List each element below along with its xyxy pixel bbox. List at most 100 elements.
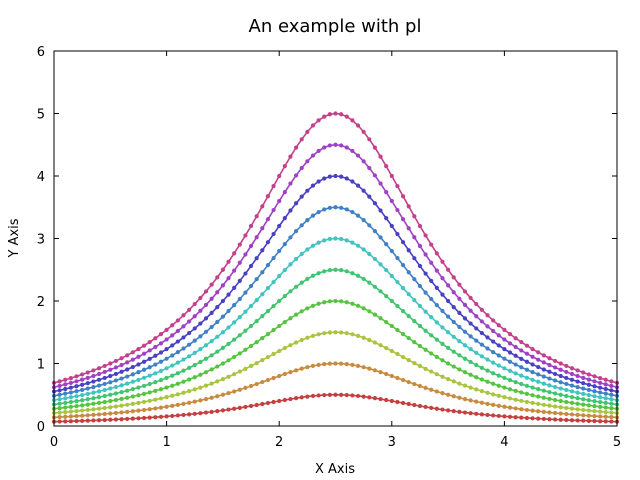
series-point — [136, 400, 141, 406]
series-point — [147, 356, 152, 361]
series-point — [198, 385, 203, 390]
series-point — [91, 412, 96, 417]
y-axis-label: Y Axis — [7, 218, 22, 258]
series-point — [384, 371, 389, 377]
series-point — [558, 386, 563, 391]
series-point — [141, 367, 147, 372]
series-point — [423, 290, 428, 295]
series-point — [485, 401, 490, 406]
series-point — [479, 330, 484, 336]
series-point — [136, 362, 141, 367]
series-point — [192, 314, 197, 319]
series-point — [355, 213, 361, 218]
series-point — [474, 387, 479, 392]
series-point — [586, 377, 591, 382]
series-point — [232, 285, 237, 290]
series-point — [592, 374, 597, 379]
series-point — [378, 289, 383, 294]
series-point — [63, 391, 68, 396]
series-point — [147, 373, 152, 378]
series-point — [552, 384, 558, 390]
series-point — [333, 330, 338, 335]
series-point — [519, 365, 524, 370]
series-point — [243, 366, 248, 371]
series-point — [479, 365, 484, 371]
series-point — [322, 331, 327, 336]
series-point — [310, 153, 316, 158]
series-point — [564, 417, 569, 423]
series-6 — [51, 236, 620, 403]
series-point — [406, 204, 411, 209]
series-point — [209, 409, 214, 414]
series-point — [339, 299, 344, 304]
series-point — [265, 263, 271, 268]
series-point — [485, 368, 490, 373]
series-point — [558, 392, 563, 397]
series-point — [299, 280, 304, 285]
series-point — [203, 356, 209, 361]
series-point — [288, 235, 293, 240]
series-point — [417, 303, 423, 309]
series-point — [339, 361, 344, 366]
series-point — [260, 270, 265, 275]
series-point — [108, 361, 113, 366]
series-point — [91, 407, 96, 412]
series-point — [232, 337, 237, 342]
series-point — [237, 387, 242, 392]
series-point — [175, 350, 180, 355]
series-point — [519, 373, 524, 378]
series-point — [367, 395, 372, 400]
series-point — [293, 201, 299, 206]
series-point — [322, 207, 327, 212]
series-point — [462, 302, 468, 307]
series-point — [581, 397, 586, 402]
series-point — [569, 383, 575, 388]
series-point — [68, 419, 73, 424]
series-point — [378, 262, 383, 267]
series-point — [226, 308, 231, 314]
series-5 — [51, 267, 620, 407]
series-point — [417, 363, 423, 369]
series-point — [569, 406, 575, 411]
series-point — [440, 308, 445, 314]
series-point — [457, 395, 462, 400]
series-point — [446, 267, 451, 272]
series-point — [316, 301, 321, 306]
series-point — [232, 354, 237, 360]
series-point — [237, 351, 242, 356]
series-point — [502, 414, 507, 419]
series-point — [158, 368, 164, 373]
series-point — [57, 383, 62, 388]
series-point — [136, 354, 141, 359]
series-point — [524, 343, 530, 348]
series-point — [136, 393, 141, 398]
series-point — [181, 335, 186, 340]
series-point — [265, 194, 271, 199]
series-point — [108, 405, 113, 410]
series-point — [248, 263, 254, 269]
series-point — [68, 404, 73, 409]
series-point — [507, 377, 513, 383]
series-point — [91, 418, 96, 423]
series-point — [175, 371, 180, 376]
series-point — [170, 343, 175, 348]
series-point — [395, 183, 400, 189]
series-point — [170, 383, 175, 388]
series-point — [361, 159, 366, 164]
series-point — [389, 298, 394, 304]
series-point — [203, 370, 209, 375]
series-point — [372, 201, 378, 206]
series-point — [288, 289, 293, 294]
series-point — [412, 235, 417, 240]
series-point — [355, 153, 361, 158]
series-point — [277, 248, 282, 254]
series-line — [53, 112, 618, 384]
series-point — [569, 395, 575, 400]
series-point — [457, 324, 462, 330]
series-point — [158, 359, 164, 364]
series-point — [74, 418, 79, 424]
series-point — [181, 346, 186, 351]
series-point — [187, 330, 192, 336]
series-point — [125, 360, 130, 365]
series-point — [485, 379, 490, 384]
